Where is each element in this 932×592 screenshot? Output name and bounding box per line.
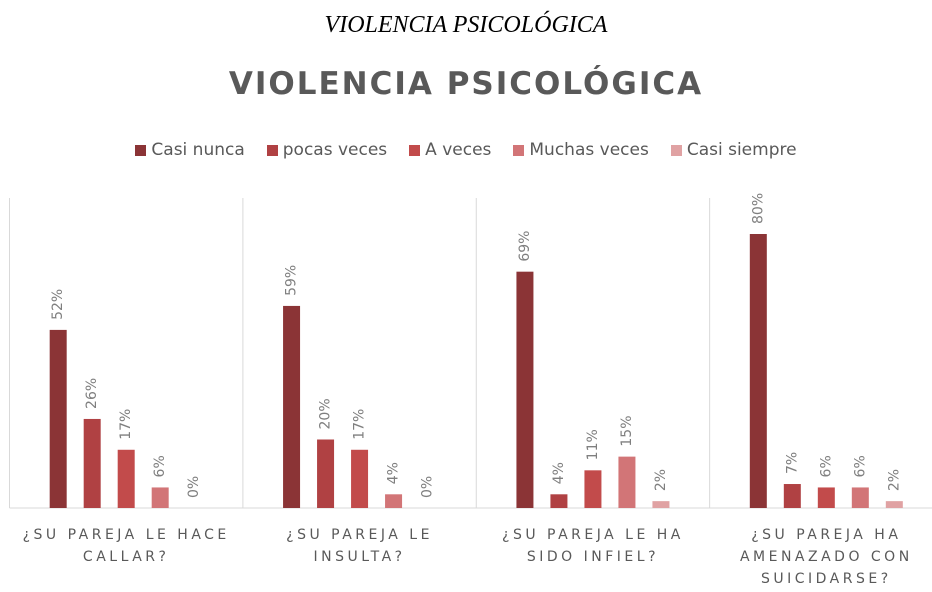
bar <box>385 494 403 508</box>
legend-swatch <box>409 144 421 156</box>
bar <box>83 418 101 508</box>
bar <box>783 484 801 508</box>
bar <box>550 494 568 508</box>
x-tick-label: ¿SU PAREJA LE HACE CALLAR? <box>22 527 230 565</box>
legend-label: A veces <box>425 140 492 160</box>
value-label: 17% <box>352 409 368 440</box>
value-label: 6% <box>852 455 868 477</box>
bar <box>584 470 602 508</box>
bar <box>317 439 335 508</box>
legend-item: A veces <box>409 140 491 160</box>
value-label: 4% <box>386 462 402 484</box>
bar <box>749 234 767 508</box>
value-label: 69% <box>517 231 533 262</box>
bar <box>49 329 67 508</box>
value-label: 4% <box>551 462 567 484</box>
legend-swatch <box>670 144 682 156</box>
legend-swatch <box>513 144 525 156</box>
x-tick-label: ¿SU PAREJA LE INSULTA? <box>286 527 433 565</box>
value-label: 26% <box>84 378 100 409</box>
legend-item: pocas veces <box>266 140 388 160</box>
bar <box>516 271 534 508</box>
bar <box>283 305 301 508</box>
value-label: 0% <box>420 476 436 498</box>
legend-label: Casi nunca <box>151 140 245 160</box>
legend-swatch <box>266 144 278 156</box>
legend-label: pocas veces <box>282 140 388 160</box>
chart-title: VIOLENCIA PSICOLÓGICA <box>228 66 704 102</box>
value-label: 17% <box>118 409 134 440</box>
bar <box>618 456 636 508</box>
legend-label: Muchas veces <box>529 140 649 160</box>
value-label: 20% <box>318 398 334 429</box>
bar <box>351 449 369 508</box>
x-tick-label: ¿SU PAREJA HA AMENAZADO CON SUICIDARSE? <box>739 527 913 587</box>
value-label: 59% <box>284 265 300 296</box>
value-label: 15% <box>619 416 635 447</box>
value-label: 2% <box>653 469 669 491</box>
bar <box>652 501 670 508</box>
caption: VIOLENCIA PSICOLÓGICA <box>324 12 608 38</box>
value-label: 80% <box>750 193 766 224</box>
legend: Casi nunca pocas veces A veces Muchas veces… <box>0 140 932 160</box>
bar <box>817 487 835 508</box>
value-label: 6% <box>818 455 834 477</box>
legend-item: Muchas veces <box>513 140 649 160</box>
bar <box>851 487 869 508</box>
legend-swatch <box>135 144 147 156</box>
value-label: 11% <box>585 429 601 460</box>
value-label: 7% <box>784 452 800 474</box>
x-tick-label: ¿SU PAREJA LE HA SIDO INFIEL? <box>502 527 684 565</box>
value-label: 52% <box>50 289 66 320</box>
bar <box>117 449 135 508</box>
bar <box>151 487 169 508</box>
legend-item: Casi nunca <box>135 140 245 160</box>
value-label: 2% <box>886 469 902 491</box>
legend-item: Casi siempre <box>670 140 797 160</box>
value-label: 0% <box>186 476 202 498</box>
bar <box>885 501 903 508</box>
legend-label: Casi siempre <box>686 140 797 160</box>
value-label: 6% <box>152 455 168 477</box>
